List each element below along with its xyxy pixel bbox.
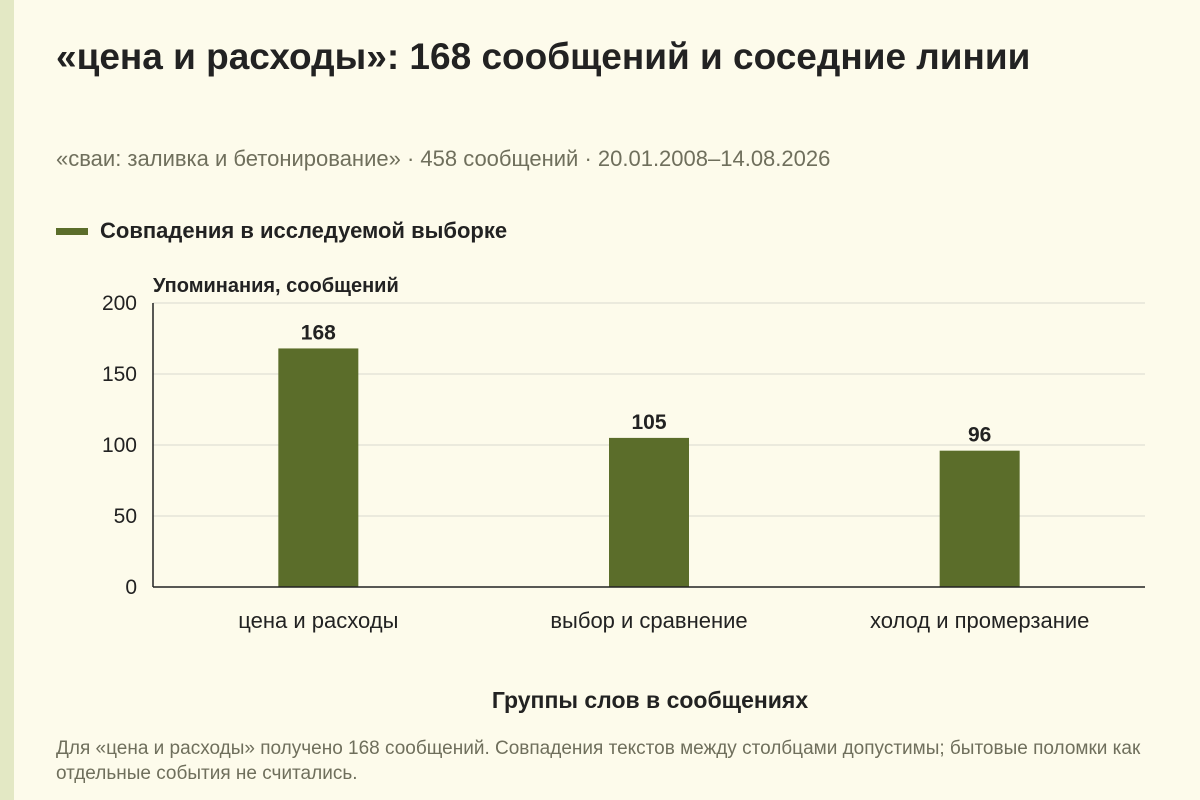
bar (278, 348, 359, 587)
bar-value-label: 96 (968, 424, 991, 447)
bar (939, 450, 1020, 587)
page-title: «цена и расходы»: 168 сообщений и соседн… (56, 36, 1031, 77)
y-tick-label: 100 (102, 434, 137, 457)
y-tick-label: 0 (125, 576, 137, 599)
legend: Совпадения в исследуемой выборке (56, 218, 507, 244)
footnote: Для «цена и расходы» получено 168 сообще… (56, 738, 1141, 784)
bar (609, 437, 689, 587)
x-tick-label: цена и расходы (238, 608, 398, 633)
y-tick-label: 50 (114, 505, 137, 528)
legend-swatch (56, 227, 88, 235)
x-tick-label: выбор и сравнение (550, 608, 747, 633)
y-axis-title: Упоминания, сообщений (153, 275, 399, 297)
bar-value-label: 105 (631, 411, 666, 434)
y-tick-label: 150 (102, 363, 137, 386)
x-tick-label: холод и промерзание (870, 608, 1089, 633)
x-axis-title: Группы слов в сообщениях (492, 687, 808, 713)
x-tick-labels: цена и расходы выбор и сравнение холод и п… (238, 608, 1089, 633)
page-subtitle: «сваи: заливка и бетонирование» · 458 со… (56, 146, 831, 171)
legend-label: Совпадения в исследуемой выборке (100, 218, 508, 243)
y-tick-labels: 0 50 100 150 200 (102, 292, 137, 599)
accent-bar (0, 0, 14, 800)
bar-value-label: 168 (301, 321, 336, 344)
y-tick-label: 200 (102, 292, 137, 315)
bars (278, 348, 1020, 587)
bar-value-labels: 168 105 96 (301, 321, 992, 446)
